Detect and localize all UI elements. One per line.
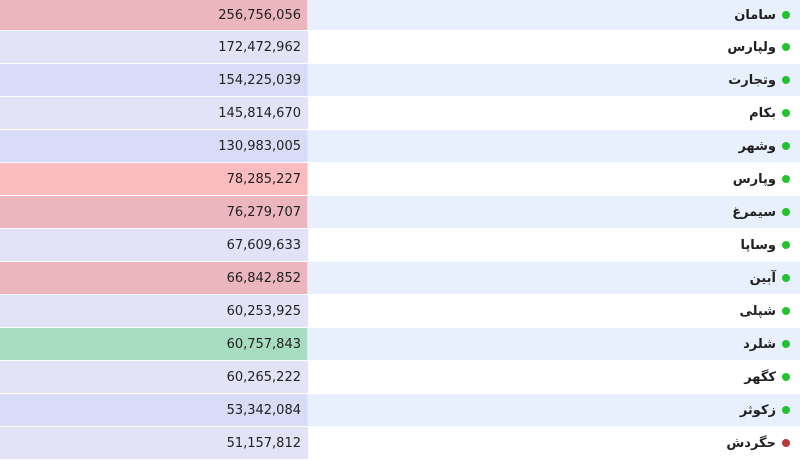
symbol-cell[interactable]: بکام [308, 97, 800, 129]
value-cell: 78,285,227 [0, 163, 308, 195]
symbol-name[interactable]: شلرد [743, 336, 776, 352]
symbol-cell[interactable]: شپلی [308, 295, 800, 327]
status-dot-green-icon [782, 406, 790, 414]
symbol-name[interactable]: حگردش [726, 435, 776, 451]
table-row[interactable]: 78,285,227 وپارس [0, 163, 800, 196]
symbol-cell[interactable]: حگردش [308, 427, 800, 459]
status-dot-green-icon [782, 340, 790, 348]
symbol-name[interactable]: بکام [749, 105, 776, 121]
symbol-name[interactable]: وتجارت [728, 72, 776, 88]
table-row[interactable]: 145,814,670 بکام [0, 97, 800, 130]
symbol-name[interactable]: وپارس [732, 171, 776, 187]
table-row[interactable]: 130,983,005 وشهر [0, 130, 800, 163]
status-dot-green-icon [782, 208, 790, 216]
table-row[interactable]: 60,265,222 کگهر [0, 361, 800, 394]
value-cell: 154,225,039 [0, 64, 308, 96]
symbol-name[interactable]: شپلی [739, 303, 776, 319]
value-cell: 256,756,056 [0, 0, 308, 30]
symbol-cell[interactable]: وپارس [308, 163, 800, 195]
value-cell: 60,265,222 [0, 361, 308, 393]
symbol-cell[interactable]: شلرد [308, 328, 800, 360]
symbol-cell[interactable]: ولپارس [308, 31, 800, 63]
value-cell: 60,253,925 [0, 295, 308, 327]
symbol-cell[interactable]: سیمرغ [308, 196, 800, 228]
value-cell: 60,757,843 [0, 328, 308, 360]
status-dot-green-icon [782, 109, 790, 117]
status-dot-red-icon [782, 439, 790, 447]
table-row[interactable]: 53,342,084 زکوثر [0, 394, 800, 427]
symbol-cell[interactable]: وشهر [308, 130, 800, 162]
value-cell: 76,279,707 [0, 196, 308, 228]
table-row[interactable]: 154,225,039 وتجارت [0, 64, 800, 97]
status-dot-green-icon [782, 307, 790, 315]
status-dot-green-icon [782, 175, 790, 183]
value-cell: 51,157,812 [0, 427, 308, 459]
symbol-name[interactable]: زکوثر [739, 402, 776, 418]
symbol-name[interactable]: وشهر [738, 138, 776, 154]
status-dot-green-icon [782, 43, 790, 51]
symbol-cell[interactable]: وساپا [308, 229, 800, 261]
value-cell: 66,842,852 [0, 262, 308, 294]
symbol-name[interactable]: وساپا [740, 237, 776, 253]
value-cell: 53,342,084 [0, 394, 308, 426]
table-row[interactable]: 256,756,056 سامان [0, 0, 800, 31]
status-dot-green-icon [782, 76, 790, 84]
status-dot-green-icon [782, 11, 790, 19]
status-dot-green-icon [782, 373, 790, 381]
symbol-cell[interactable]: وتجارت [308, 64, 800, 96]
status-dot-green-icon [782, 274, 790, 282]
symbol-name[interactable]: آبین [749, 270, 776, 286]
symbol-name[interactable]: کگهر [744, 369, 776, 385]
symbol-cell[interactable]: سامان [308, 0, 800, 30]
table-row[interactable]: 66,842,852 آبین [0, 262, 800, 295]
symbol-cell[interactable]: زکوثر [308, 394, 800, 426]
symbol-name[interactable]: ولپارس [727, 39, 776, 55]
symbol-cell[interactable]: آبین [308, 262, 800, 294]
symbol-name[interactable]: سیمرغ [732, 204, 776, 220]
value-cell: 145,814,670 [0, 97, 308, 129]
symbol-name[interactable]: سامان [734, 7, 776, 23]
status-dot-green-icon [782, 241, 790, 249]
value-cell: 172,472,962 [0, 31, 308, 63]
table-row[interactable]: 172,472,962 ولپارس [0, 31, 800, 64]
value-cell: 130,983,005 [0, 130, 308, 162]
table-row[interactable]: 67,609,633 وساپا [0, 229, 800, 262]
table-row[interactable]: 76,279,707 سیمرغ [0, 196, 800, 229]
symbol-cell[interactable]: کگهر [308, 361, 800, 393]
table-row[interactable]: 60,757,843 شلرد [0, 328, 800, 361]
table-row[interactable]: 60,253,925 شپلی [0, 295, 800, 328]
status-dot-green-icon [782, 142, 790, 150]
value-cell: 67,609,633 [0, 229, 308, 261]
table-row[interactable]: 51,157,812 حگردش [0, 427, 800, 460]
